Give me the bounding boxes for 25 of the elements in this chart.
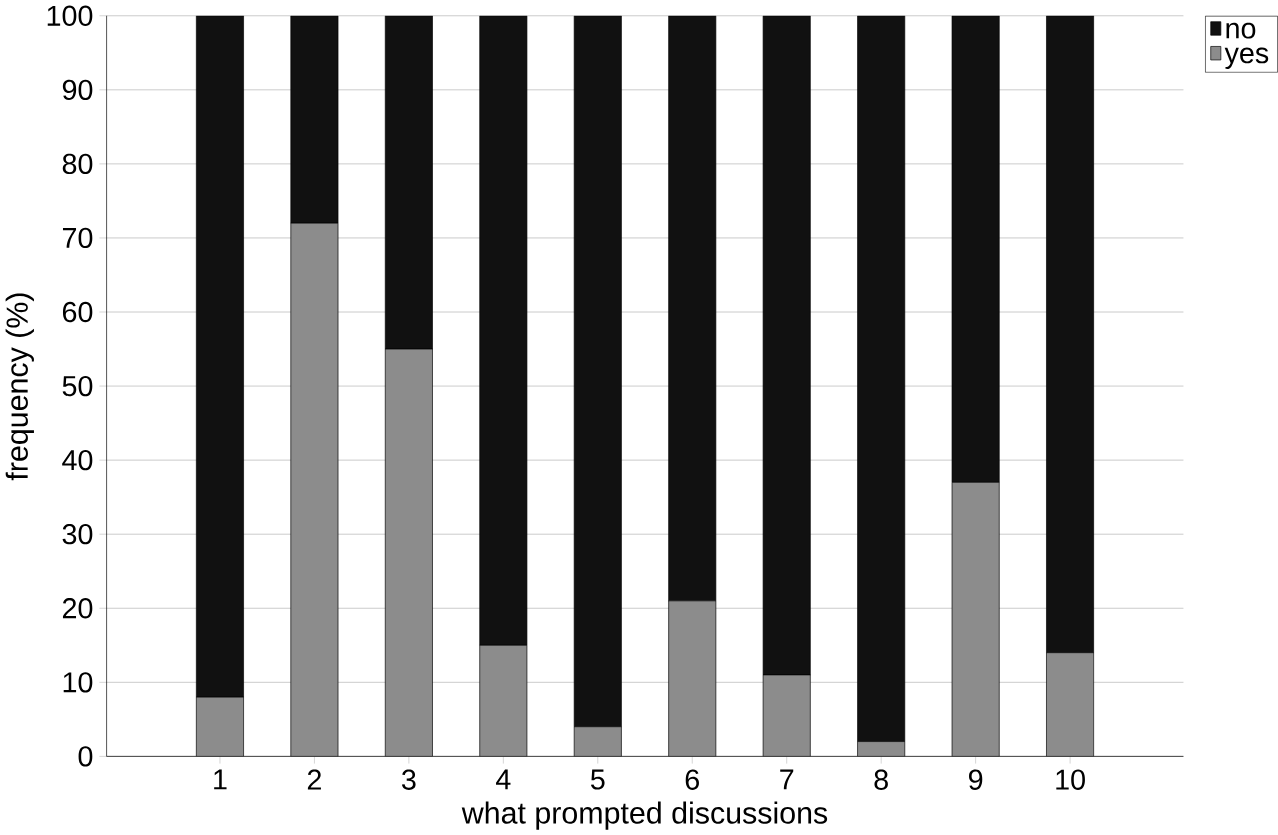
y-tick-label: 90 — [62, 79, 93, 100]
y-tick-label: 50 — [62, 375, 93, 397]
x-axis-title: what prompted discussions — [461, 801, 828, 830]
y-tick-label: 70 — [62, 227, 93, 248]
y-tick-label: 80 — [62, 153, 93, 174]
x-tick-label: 2 — [307, 769, 321, 790]
y-tick-label: 0 — [78, 746, 93, 767]
x-tick-label: 5 — [590, 769, 605, 790]
y-tick-label: 20 — [62, 597, 93, 619]
y-tick-label: 100 — [47, 5, 93, 26]
x-tick-label: 8 — [874, 769, 888, 790]
y-axis-title: frequency (%) — [5, 293, 34, 481]
legend-label: no — [1226, 22, 1256, 39]
legend-label: yes — [1224, 47, 1269, 69]
x-tick-label: 3 — [401, 769, 416, 790]
x-tick-label: 1 — [214, 769, 227, 790]
x-tick-label: 9 — [969, 769, 983, 790]
y-tick-label: 30 — [62, 523, 93, 545]
y-tick-label: 40 — [62, 449, 93, 471]
x-tick-label: 6 — [685, 769, 699, 790]
x-tick-label: 10 — [1056, 769, 1085, 790]
x-tick-label: 7 — [780, 769, 794, 790]
y-tick-label: 60 — [62, 301, 93, 322]
y-tick-label: 10 — [63, 671, 93, 693]
x-tick-label: 4 — [496, 769, 511, 790]
